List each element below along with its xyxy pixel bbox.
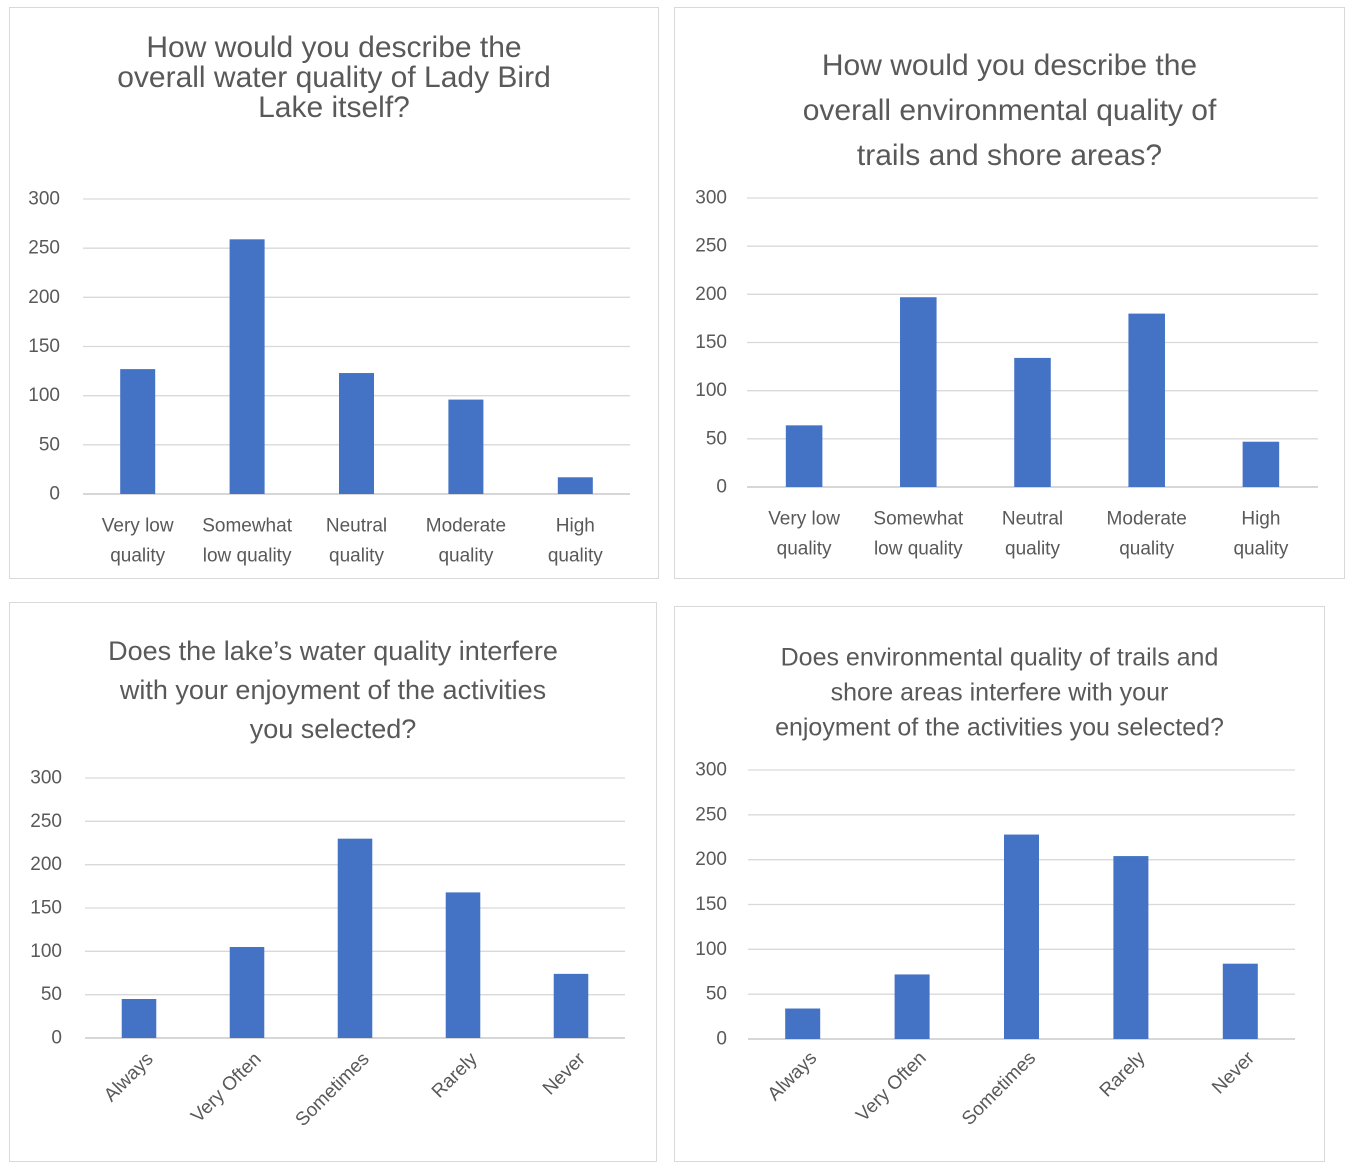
y-tick-label: 200	[695, 849, 727, 870]
bar-always	[785, 1008, 821, 1039]
y-tick-label: 50	[706, 984, 727, 1005]
y-tick-label: 150	[695, 894, 727, 915]
x-tick-label: Very low	[768, 509, 840, 530]
chart-title-line: Does environmental quality of trails and	[781, 644, 1219, 672]
x-tick-label: Somewhat	[873, 509, 963, 530]
y-tick-label: 150	[28, 336, 60, 357]
bar-never	[553, 973, 589, 1038]
bar-high-quality	[1242, 441, 1280, 487]
bar-moderate-quality	[1128, 313, 1165, 487]
bar-rarely	[1113, 856, 1149, 1039]
chart-title-line: Does the lake’s water quality interfere	[108, 636, 558, 666]
x-tick-label: quality	[1119, 539, 1174, 560]
bar-sometimes	[337, 838, 373, 1038]
chart-title-line: overall water quality of Lady Bird	[117, 61, 551, 94]
x-tick-label: Never	[1208, 1047, 1259, 1098]
chart-title-line: trails and shore areas?	[857, 139, 1162, 172]
chart-title-line: enjoyment of the activities you selected…	[775, 714, 1224, 742]
y-tick-label: 250	[695, 236, 727, 257]
chart-svg: Does environmental quality of trails and…	[695, 644, 1295, 1130]
x-tick-label: quality	[1233, 539, 1288, 560]
y-tick-label: 100	[28, 385, 60, 406]
chart-title-line: How would you describe the	[822, 49, 1197, 82]
chart-panel-environmental-quality: How would you describe the overall enviro…	[674, 7, 1345, 579]
bar-high-quality	[557, 477, 593, 494]
x-tick-label: Never	[539, 1048, 590, 1099]
y-tick-label: 300	[30, 768, 62, 789]
bar-very-often	[894, 974, 930, 1039]
x-tick-label: Sometimes	[292, 1049, 374, 1131]
bar-very-low-quality	[120, 369, 156, 494]
y-tick-label: 300	[695, 760, 727, 781]
x-tick-label: quality	[1005, 539, 1060, 560]
x-tick-label: Neutral	[1002, 509, 1063, 530]
x-tick-label: Rarely	[428, 1048, 482, 1102]
bar-always	[121, 999, 157, 1038]
x-tick-label: Moderate	[1107, 509, 1187, 530]
y-tick-label: 200	[28, 287, 60, 308]
chart-title-line: shore areas interfere with your	[831, 679, 1169, 707]
y-tick-label: 100	[30, 941, 62, 962]
x-tick-label: quality	[110, 546, 165, 567]
x-tick-label: quality	[548, 546, 603, 567]
x-tick-label: quality	[438, 546, 493, 567]
y-tick-label: 100	[695, 380, 727, 401]
y-tick-label: 50	[41, 984, 62, 1005]
x-tick-label: Moderate	[426, 516, 506, 537]
y-tick-label: 100	[695, 939, 727, 960]
y-tick-label: 150	[695, 332, 727, 353]
chart-title-line: Lake itself?	[258, 91, 410, 124]
x-tick-label: Very low	[102, 516, 174, 537]
x-tick-label: High	[556, 516, 595, 537]
chart-panel-water-interference: Does the lake’s water quality interfere w…	[9, 602, 657, 1162]
y-tick-label: 250	[695, 804, 727, 825]
bar-neutral-quality	[338, 373, 375, 494]
y-tick-label: 300	[28, 189, 60, 210]
chart-title-line: with your enjoyment of the activities	[119, 675, 546, 705]
bar-somewhat-low-quality	[229, 239, 265, 494]
x-tick-label: Sometimes	[958, 1048, 1040, 1130]
y-tick-label: 0	[49, 484, 60, 505]
x-tick-label: Always	[100, 1049, 157, 1106]
y-tick-label: 250	[30, 811, 62, 832]
y-tick-label: 0	[51, 1028, 62, 1049]
y-tick-label: 0	[716, 1029, 727, 1050]
bar-very-often	[229, 947, 265, 1038]
bar-never	[1222, 963, 1258, 1039]
bar-sometimes	[1003, 834, 1040, 1039]
chart-title-line: How would you describe the	[146, 31, 521, 64]
bar-very-low-quality	[785, 425, 823, 487]
y-tick-label: 0	[716, 477, 727, 498]
x-tick-label: Rarely	[1096, 1047, 1150, 1101]
bar-somewhat-low-quality	[900, 297, 937, 487]
y-tick-label: 150	[30, 898, 62, 919]
y-tick-label: 200	[30, 854, 62, 875]
bar-neutral-quality	[1014, 357, 1051, 487]
chart-title-line: overall environmental quality of	[803, 94, 1217, 127]
chart-title-line: you selected?	[250, 714, 417, 744]
bar-moderate-quality	[448, 399, 484, 494]
x-tick-label: Very Often	[852, 1048, 930, 1126]
x-tick-label: low quality	[203, 546, 292, 567]
bar-rarely	[445, 892, 481, 1038]
chart-svg: Does the lake’s water quality interfere w…	[30, 636, 625, 1131]
chart-svg: How would you describe the overall enviro…	[695, 49, 1318, 560]
chart-panel-environmental-interference: Does environmental quality of trails and…	[674, 606, 1325, 1162]
chart-panel-water-quality: How would you describe the overall water …	[9, 7, 659, 579]
x-tick-label: Always	[764, 1048, 821, 1105]
x-tick-label: low quality	[874, 539, 963, 560]
x-tick-label: quality	[777, 539, 832, 560]
y-tick-label: 200	[695, 284, 727, 305]
y-tick-label: 300	[695, 188, 727, 209]
x-tick-label: Neutral	[326, 516, 387, 537]
y-tick-label: 50	[39, 434, 60, 455]
x-tick-label: quality	[329, 546, 384, 567]
x-tick-label: Somewhat	[202, 516, 292, 537]
x-tick-label: High	[1241, 509, 1280, 530]
x-tick-label: Very Often	[187, 1049, 265, 1127]
y-tick-label: 50	[706, 428, 727, 449]
y-tick-label: 250	[28, 238, 60, 259]
